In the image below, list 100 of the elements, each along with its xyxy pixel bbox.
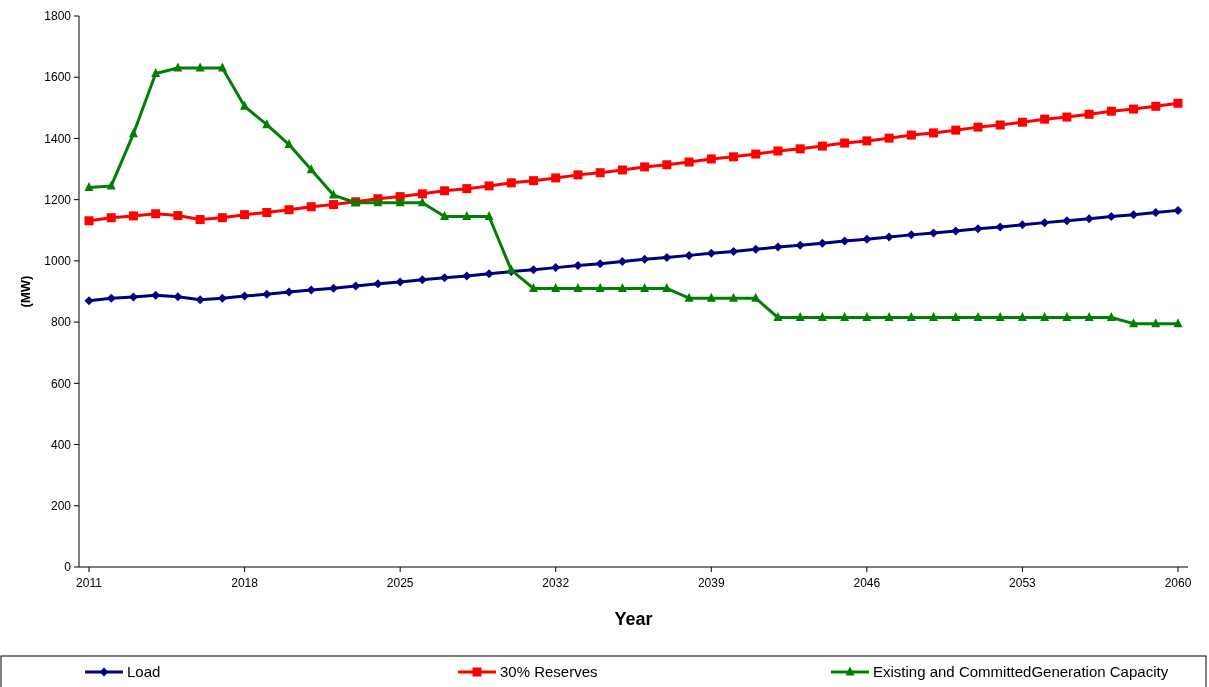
point bbox=[1084, 312, 1094, 322]
point bbox=[1129, 210, 1139, 220]
point bbox=[462, 184, 472, 194]
point bbox=[662, 160, 672, 170]
x-tick-label: 2025 bbox=[386, 576, 414, 590]
y-axis-title: (MW) bbox=[18, 275, 33, 308]
y-tick-label: 1000 bbox=[44, 254, 72, 269]
point bbox=[862, 136, 872, 146]
point bbox=[1173, 205, 1183, 215]
point bbox=[773, 146, 783, 156]
point bbox=[195, 215, 205, 225]
point bbox=[328, 200, 338, 210]
x-tick-label: 2039 bbox=[697, 576, 725, 590]
point bbox=[284, 287, 294, 297]
point bbox=[617, 282, 627, 292]
point bbox=[884, 312, 894, 322]
point bbox=[1062, 216, 1072, 226]
point bbox=[395, 192, 405, 202]
point bbox=[617, 257, 627, 266]
point bbox=[306, 285, 316, 295]
point bbox=[106, 293, 116, 303]
point bbox=[551, 173, 561, 183]
x-axis-title: Year bbox=[614, 609, 653, 629]
y-tick-label: 400 bbox=[50, 437, 72, 452]
y-tick-label: 0 bbox=[64, 560, 72, 575]
point bbox=[528, 176, 538, 186]
point bbox=[484, 211, 494, 220]
point bbox=[906, 230, 916, 240]
point bbox=[884, 232, 894, 242]
legend-label: 30% Reserves bbox=[500, 663, 598, 681]
point bbox=[217, 62, 227, 72]
point bbox=[573, 282, 583, 292]
point bbox=[773, 312, 783, 322]
point bbox=[484, 181, 494, 191]
point bbox=[995, 222, 1005, 232]
point bbox=[1129, 318, 1139, 328]
point bbox=[462, 211, 472, 220]
point bbox=[706, 292, 716, 302]
point bbox=[262, 208, 272, 218]
point bbox=[240, 210, 250, 220]
point bbox=[840, 138, 850, 148]
point bbox=[440, 186, 450, 196]
point bbox=[128, 211, 138, 221]
point bbox=[840, 312, 850, 322]
point bbox=[551, 263, 561, 273]
point bbox=[906, 130, 916, 140]
point bbox=[573, 260, 583, 270]
point bbox=[951, 125, 961, 135]
x-tick-label: 2053 bbox=[1009, 576, 1037, 590]
point bbox=[1106, 106, 1116, 116]
point bbox=[1017, 312, 1027, 322]
y-tick-label: 1600 bbox=[44, 70, 72, 85]
y-tick-label: 1200 bbox=[44, 192, 72, 207]
point bbox=[173, 211, 183, 221]
point bbox=[262, 289, 272, 299]
point bbox=[640, 162, 650, 172]
point bbox=[1040, 312, 1050, 322]
point bbox=[84, 181, 94, 191]
point bbox=[195, 62, 205, 72]
point bbox=[951, 226, 961, 236]
point bbox=[106, 213, 116, 223]
point bbox=[729, 246, 739, 256]
point bbox=[773, 242, 783, 252]
point bbox=[417, 197, 427, 207]
point bbox=[729, 292, 739, 302]
point bbox=[84, 216, 94, 226]
point bbox=[595, 259, 605, 269]
point bbox=[617, 165, 627, 175]
point bbox=[929, 312, 939, 322]
point bbox=[662, 253, 672, 263]
point bbox=[151, 209, 161, 219]
point bbox=[240, 100, 250, 110]
point bbox=[417, 189, 427, 199]
point bbox=[1173, 98, 1183, 108]
point bbox=[84, 296, 94, 306]
point bbox=[929, 128, 939, 138]
point bbox=[1040, 218, 1050, 228]
x-tick-label: 2060 bbox=[1164, 576, 1192, 590]
point bbox=[662, 282, 672, 292]
x-tick-label: 2011 bbox=[76, 576, 103, 590]
point bbox=[973, 122, 983, 132]
y-tick-label: 800 bbox=[50, 315, 72, 330]
legend-label: Load bbox=[127, 663, 161, 681]
point bbox=[973, 312, 983, 322]
point bbox=[1084, 109, 1094, 119]
point bbox=[862, 312, 872, 322]
point bbox=[862, 234, 872, 244]
point bbox=[1106, 312, 1116, 322]
point bbox=[440, 211, 450, 220]
point bbox=[995, 312, 1005, 322]
point bbox=[284, 205, 294, 215]
point bbox=[817, 141, 827, 151]
point bbox=[506, 178, 516, 188]
point bbox=[995, 120, 1005, 130]
point bbox=[173, 62, 183, 72]
point bbox=[195, 295, 205, 305]
point bbox=[484, 269, 494, 279]
point bbox=[1040, 114, 1050, 124]
point bbox=[395, 277, 405, 287]
point bbox=[173, 292, 183, 302]
